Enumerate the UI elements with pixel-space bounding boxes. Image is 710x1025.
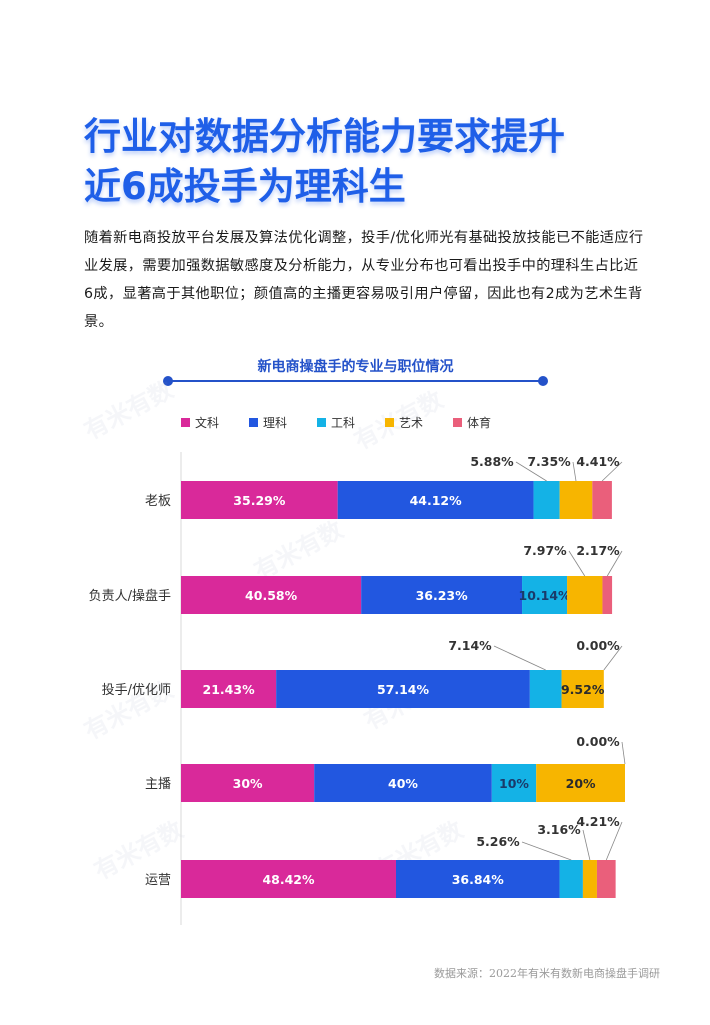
- bar-segment: [395, 860, 560, 898]
- data-source-note: 数据来源：2022年有米有数新电商操盘手调研: [434, 967, 660, 980]
- bar-segment: [314, 764, 492, 802]
- data-label: 3.16%: [537, 822, 581, 837]
- watermark-text: 有米有数: [250, 515, 349, 585]
- data-label: 10.14%: [519, 588, 572, 603]
- bar-segment: [522, 576, 568, 614]
- page-title-line-1: 行业对数据分析能力要求提升: [84, 115, 565, 158]
- bar-segment: [276, 670, 530, 708]
- bar-segment: [567, 576, 603, 614]
- data-label: 36.84%: [452, 872, 505, 887]
- callout-leader-line: [603, 645, 623, 671]
- data-label: 48.42%: [262, 872, 315, 887]
- watermark-text: 有米有数: [80, 375, 179, 445]
- data-label: 44.12%: [410, 493, 463, 508]
- category-label: 主播: [145, 777, 171, 792]
- legend-swatch: [317, 418, 326, 427]
- legend-label: 体育: [467, 415, 491, 430]
- data-label: 4.21%: [576, 814, 620, 829]
- data-label: 30%: [233, 776, 263, 791]
- callout-leader-line: [601, 461, 623, 482]
- legend-swatch: [249, 418, 258, 427]
- callout-leader-line: [605, 821, 623, 861]
- data-label: 7.97%: [523, 543, 567, 558]
- data-label: 36.23%: [416, 588, 469, 603]
- watermark-text: 有米有数: [90, 815, 189, 885]
- page-title: 行业对数据分析能力要求提升 近6成投手为理科生: [84, 112, 684, 212]
- data-label: 10%: [499, 776, 529, 791]
- legend-swatch: [453, 418, 462, 427]
- bar-segment: [181, 860, 396, 898]
- bar-segment: [181, 481, 338, 519]
- bar-segment: [181, 670, 277, 708]
- callout-leader-line: [621, 741, 626, 765]
- data-label: 0.00%: [576, 638, 620, 653]
- data-label: 21.43%: [203, 682, 256, 697]
- data-label: 2.17%: [576, 543, 620, 558]
- bar-segment: [337, 481, 534, 519]
- bar-segment: [533, 481, 560, 519]
- page-title-line-2: 近6成投手为理科生: [84, 165, 406, 208]
- legend-label: 工科: [331, 416, 355, 430]
- bar-segment: [559, 860, 583, 898]
- callout-leader-line: [572, 461, 577, 482]
- bar-segment: [361, 576, 523, 614]
- category-label: 负责人/操盘手: [89, 588, 171, 604]
- category-label: 老板: [145, 494, 171, 509]
- callout-leader-line: [582, 829, 591, 861]
- legend-swatch: [181, 418, 190, 427]
- data-label: 7.14%: [448, 638, 492, 653]
- bar-segment: [181, 576, 362, 614]
- bar-segment: [181, 764, 315, 802]
- data-label: 5.88%: [470, 454, 514, 469]
- legend-swatch: [385, 418, 394, 427]
- data-label: 40%: [388, 776, 418, 791]
- data-label: 4.41%: [576, 454, 620, 469]
- bar-segment: [602, 576, 613, 614]
- legend-label: 理科: [263, 416, 287, 430]
- callout-leader-line: [521, 841, 572, 861]
- chart-title-dot-left: [163, 376, 173, 386]
- bar-segment: [491, 764, 537, 802]
- intro-paragraph: 随着新电商投放平台发展及算法优化调整，投手/优化师光有基础投放技能已不能适应行业…: [84, 230, 644, 330]
- data-label: 57.14%: [377, 682, 430, 697]
- callout-leader-line: [568, 550, 586, 577]
- callout-leader-line: [493, 645, 546, 671]
- bar-segment: [596, 860, 616, 898]
- bar-segment: [559, 481, 593, 519]
- data-label: 40.58%: [245, 588, 298, 603]
- data-label: 35.29%: [233, 493, 286, 508]
- chart-title-line: [167, 380, 544, 382]
- data-label: 0.00%: [576, 734, 620, 749]
- callout-leader-line: [515, 461, 547, 482]
- chart-title: 新电商操盘手的专业与职位情况: [257, 359, 454, 375]
- bar-segment: [592, 481, 612, 519]
- category-label: 运营: [145, 873, 171, 888]
- legend-label: 文科: [195, 415, 219, 430]
- bar-segment: [536, 764, 625, 802]
- bar-segment: [582, 860, 597, 898]
- category-label: 投手/优化师: [102, 682, 171, 698]
- legend-label: 艺术: [399, 416, 423, 430]
- callout-leader-line: [606, 550, 623, 577]
- bar-segment: [561, 670, 604, 708]
- data-label: 9.52%: [561, 682, 605, 697]
- data-label: 20%: [566, 776, 596, 791]
- chart-title-dot-right: [538, 376, 548, 386]
- data-label: 7.35%: [527, 454, 571, 469]
- bar-segment: [529, 670, 562, 708]
- data-label: 5.26%: [476, 834, 520, 849]
- chart-title-row: 新电商操盘手的专业与职位情况: [163, 354, 548, 386]
